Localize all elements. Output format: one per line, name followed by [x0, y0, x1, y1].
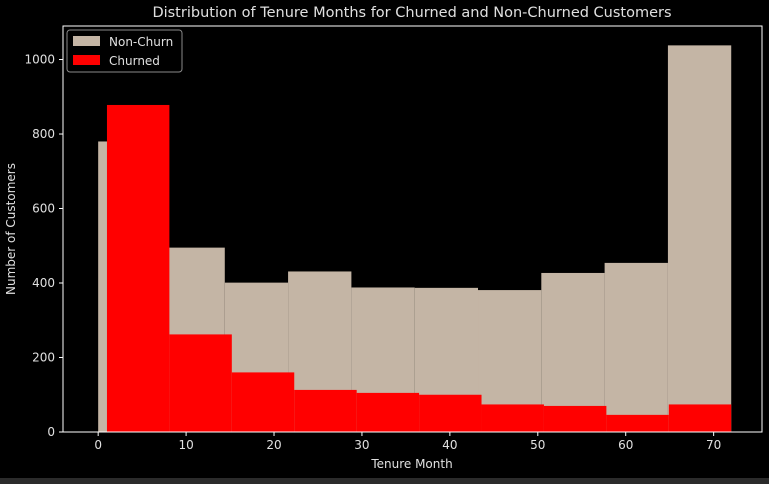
window-bottom-strip — [0, 478, 769, 484]
x-tick-label: 10 — [178, 438, 193, 452]
bar — [606, 414, 669, 432]
legend-swatch — [73, 55, 100, 65]
chart-title: Distribution of Tenure Months for Churne… — [152, 5, 671, 21]
bar — [106, 104, 170, 432]
x-tick-label: 60 — [618, 438, 633, 452]
series-churned — [106, 104, 732, 432]
bar — [356, 392, 420, 432]
bar — [541, 272, 605, 432]
y-tick-label: 200 — [32, 351, 55, 365]
bar — [667, 45, 732, 433]
y-tick-label: 0 — [47, 425, 55, 439]
plot-frame — [62, 25, 763, 433]
x-tick-label: 20 — [266, 438, 281, 452]
bar — [169, 334, 232, 432]
x-tick-label: 30 — [354, 438, 369, 452]
legend-label: Churned — [109, 54, 160, 68]
legend-swatch — [73, 36, 100, 46]
x-tick-label: 50 — [530, 438, 545, 452]
x-tick-label: 70 — [706, 438, 721, 452]
bar — [419, 394, 482, 432]
x-axis-label: Tenure Month — [370, 457, 452, 471]
axes: 0 10 20 30 40 50 60 70 0 200 400 600 800 1000 — [24, 25, 763, 452]
bar — [543, 405, 607, 432]
legend-label: Non-Churn — [109, 35, 173, 49]
bar — [231, 372, 295, 432]
bar — [604, 262, 668, 432]
y-tick-label: 1000 — [24, 53, 55, 67]
bar — [668, 404, 732, 432]
y-tick-label: 800 — [32, 127, 55, 141]
y-axis-label: Number of Customers — [4, 163, 18, 295]
y-tick-label: 600 — [32, 202, 55, 216]
bar — [294, 389, 357, 432]
legend: Non-Churn Churned — [66, 29, 183, 73]
x-tick-label: 0 — [94, 438, 102, 452]
x-tick-label: 40 — [442, 438, 457, 452]
bar — [481, 404, 544, 432]
histogram-bars — [98, 45, 732, 433]
y-tick-label: 400 — [32, 276, 55, 290]
